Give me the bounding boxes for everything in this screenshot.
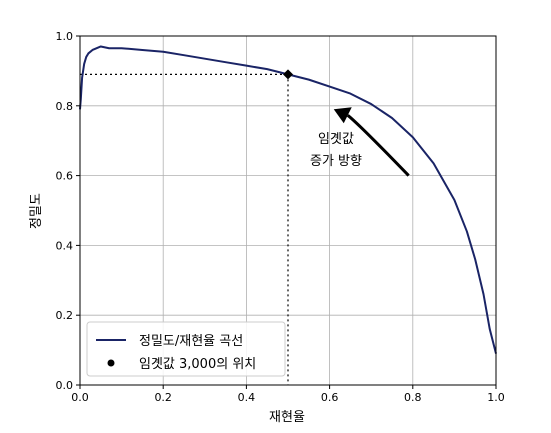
x-tick-label: 0.0 [71, 391, 89, 404]
legend: 정밀도/재현율 곡선 임곗값 3,000의 위치 [86, 321, 286, 377]
legend-box [86, 321, 286, 377]
series-layer [79, 45, 497, 354]
threshold-direction-arrowhead [333, 107, 352, 124]
plot-frame [79, 35, 497, 386]
y-tick-label: 0.0 [56, 379, 74, 392]
precision-recall-curve [79, 45, 497, 354]
legend-entry-threshold: 임곗값 3,000의 위치 [139, 357, 256, 372]
legend-entry-curve: 정밀도/재현율 곡선 [139, 334, 243, 349]
legend-point-swatch [107, 359, 115, 367]
x-tick-label: 1.0 [487, 391, 505, 404]
y-axis-label: 정밀도 [29, 193, 44, 229]
y-tick-label: 0.6 [56, 170, 74, 183]
reference-lines [80, 73, 289, 385]
y-tick-label: 0.8 [56, 100, 74, 113]
ticks: 0.0 0.2 0.4 0.6 0.8 1.0 0.0 0.2 0.4 0.6 0.8 1.0 [56, 30, 505, 404]
x-tick-label: 0.4 [238, 391, 256, 404]
y-tick-label: 1.0 [56, 30, 74, 43]
x-tick-label: 0.2 [154, 391, 172, 404]
x-axis-label: 재현율 [269, 410, 305, 425]
x-tick-label: 0.6 [321, 391, 339, 404]
x-tick-label: 0.8 [404, 391, 422, 404]
y-tick-label: 0.4 [56, 239, 74, 252]
y-tick-label: 0.2 [56, 309, 74, 322]
annotation-text-line: 임곗값 [318, 132, 354, 147]
threshold-direction-arrow-shaft [346, 114, 410, 177]
threshold-point-layer [283, 69, 293, 80]
annotation-text-line: 증가 방향 [310, 154, 362, 169]
plot-border [79, 35, 497, 386]
threshold-point-marker [283, 69, 293, 80]
